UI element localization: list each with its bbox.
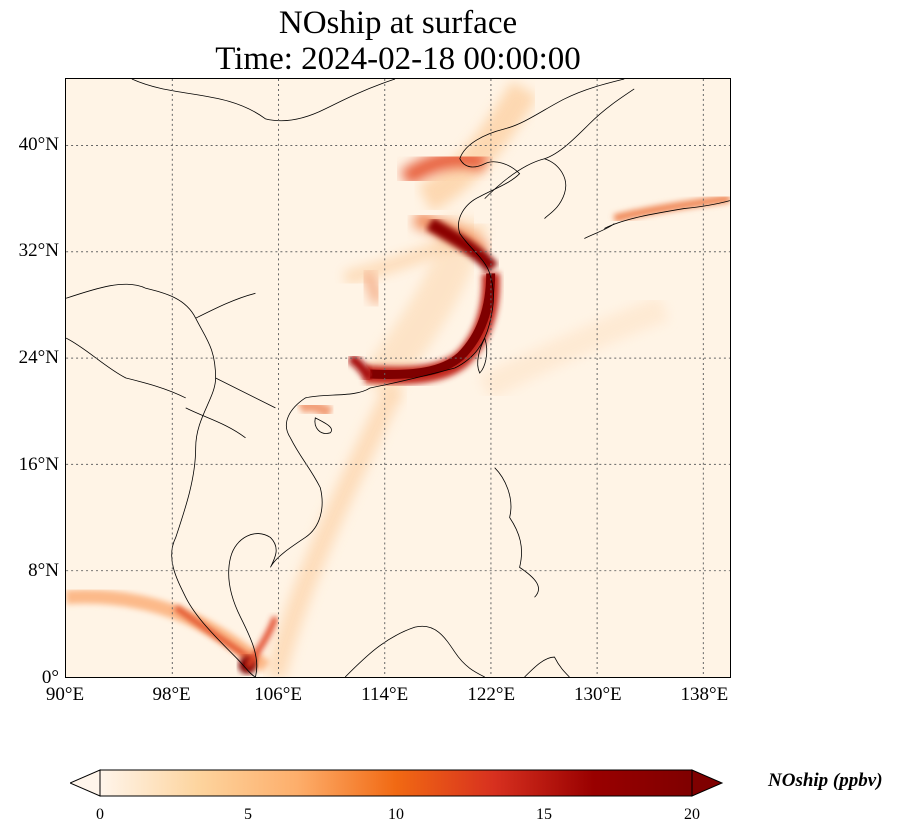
colorbar-tick-label: 15: [536, 806, 552, 823]
map-title: NOship at surface: [278, 5, 518, 41]
colorbar-over-arrow: [691, 769, 724, 797]
colorbar-label: NOship (ppbv): [768, 770, 883, 791]
colorbar-under-arrow: [70, 769, 101, 797]
longitude-tick-label: 114°E: [361, 684, 409, 705]
colorbar-tick-label: 0: [96, 806, 104, 823]
map-time-subtitle: Time: 2024-02-18 00:00:00: [215, 41, 581, 77]
map-panel: [65, 78, 731, 678]
latitude-tick-label: 24°N: [18, 347, 59, 368]
longitude-tick-label: 122°E: [467, 684, 516, 705]
longitude-tick-label: 106°E: [254, 684, 302, 705]
coastlines: [66, 79, 730, 677]
latitude-tick-label: 16°N: [18, 453, 59, 475]
latitude-tick-label: 40°N: [18, 133, 59, 155]
colorbar-tick-label: 5: [244, 806, 252, 823]
longitude-tick-label: 98°E: [152, 684, 191, 705]
map-canvas: [66, 79, 730, 677]
colorbar: [70, 769, 724, 797]
colorbar-body: [99, 769, 693, 797]
latitude-tick-label: 32°N: [18, 240, 59, 262]
colorbar-tick-label: 10: [388, 806, 404, 823]
colorbar-tick-label: 20: [684, 806, 700, 823]
longitude-tick-label: 130°E: [573, 684, 622, 705]
concentration-field: [66, 81, 730, 677]
latitude-tick-label: 8°N: [28, 560, 59, 582]
longitude-tick-label: 90°E: [45, 684, 85, 705]
latitude-tick-label: 0°: [41, 667, 59, 688]
longitude-tick-label: 138°E: [680, 684, 729, 705]
